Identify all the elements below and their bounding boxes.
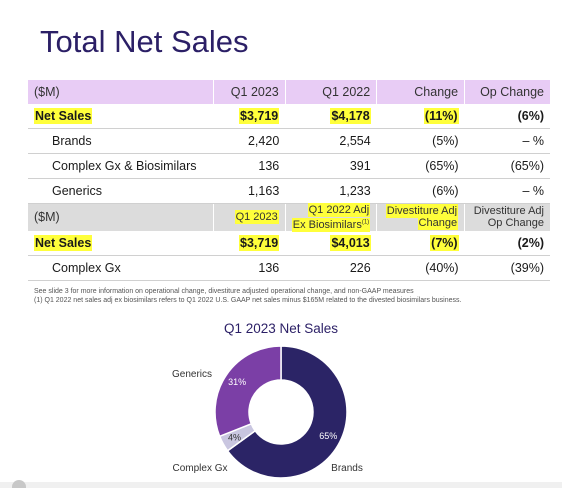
- cell-q1-2023: $3,719: [239, 108, 280, 124]
- scroll-handle[interactable]: [12, 480, 26, 488]
- cell-div-change: (7%): [430, 234, 459, 251]
- table-header-row: ($M) Q1 2023 Q1 2022 Change Op Change: [28, 80, 550, 104]
- subheader-q1-2023: Q1 2023: [234, 210, 279, 225]
- subheader-unit: ($M): [28, 203, 214, 231]
- cell-q1-2023: 1,163: [213, 178, 286, 204]
- cell-change: (5%): [376, 128, 465, 154]
- page-title: Total Net Sales: [40, 24, 249, 59]
- cell-op-change: – %: [464, 128, 550, 154]
- cell-change: (11%): [423, 108, 459, 124]
- table-row-brands: Brands 2,420 2,554 (5%) – %: [28, 128, 550, 154]
- cell-op-change: – %: [464, 178, 550, 204]
- cell-div-op-change: (2%): [464, 230, 550, 256]
- cell-q1-2022-adj: 226: [285, 255, 377, 281]
- cell-change: (6%): [376, 178, 465, 204]
- chart-title: Q1 2023 Net Sales: [223, 321, 339, 336]
- pie-slice-brands: [226, 345, 348, 479]
- footnotes: See slide 3 for more information on oper…: [34, 287, 461, 305]
- cell-div-op-change: (39%): [464, 255, 550, 281]
- cell-q1-2023: $3,719: [239, 234, 280, 251]
- table-row-net-sales-adj: Net Sales $3,719 $4,013 (7%) (2%): [28, 230, 550, 256]
- row-label: Generics: [28, 178, 214, 204]
- pie-value-label: 31%: [228, 377, 246, 387]
- pie-slice-generics: [214, 345, 282, 438]
- cell-q1-2023: 136: [213, 255, 286, 281]
- header-op-change: Op Change: [464, 80, 550, 104]
- cell-change: (65%): [376, 153, 465, 179]
- cell-q1-2022: $4,178: [330, 108, 371, 124]
- row-label: Net Sales: [34, 108, 93, 124]
- footnote-1: (1) Q1 2022 net sales adj ex biosimilars…: [34, 297, 462, 304]
- footnote-general: See slide 3 for more information on oper…: [34, 288, 414, 295]
- header-unit: ($M): [28, 80, 214, 104]
- net-sales-table: ($M) Q1 2023 Q1 2022 Change Op Change Ne…: [28, 80, 550, 281]
- header-change: Change: [376, 80, 466, 104]
- cell-q1-2022: 391: [285, 153, 377, 179]
- pie-value-label: 65%: [319, 431, 337, 441]
- cell-q1-2023: 136: [213, 153, 286, 179]
- cell-q1-2023: 2,420: [213, 128, 286, 154]
- cell-op-change: (6%): [464, 104, 550, 129]
- subheader-divestiture-op-change: Divestiture Adj Op Change: [464, 203, 550, 231]
- row-label: Complex Gx & Biosimilars: [28, 153, 214, 179]
- cell-q1-2022: 2,554: [285, 128, 377, 154]
- row-label: Net Sales: [34, 234, 93, 251]
- cell-div-change: (40%): [376, 255, 465, 281]
- row-label: Brands: [28, 128, 214, 154]
- pie-category-label: Brands: [331, 463, 363, 474]
- pie-value-label: 4%: [228, 433, 241, 443]
- bottom-scroll-area: [0, 482, 562, 488]
- table-row-complex-gx: Complex Gx 136 226 (40%) (39%): [28, 255, 550, 281]
- row-label: Complex Gx: [28, 255, 214, 281]
- pie-category-label: Complex Gx: [172, 463, 227, 474]
- subheader-q1-2022-adj: Q1 2022 Adj Ex Biosimilars(1): [285, 203, 378, 232]
- table-row-generics: Generics 1,163 1,233 (6%) – %: [28, 178, 550, 204]
- cell-q1-2022-adj: $4,013: [330, 234, 371, 251]
- header-q1-2023: Q1 2023: [213, 80, 286, 104]
- header-q1-2022: Q1 2022: [285, 80, 378, 104]
- pie-category-label: Generics: [172, 369, 212, 380]
- subheader-divestiture-change: Divestiture Adj Change: [376, 203, 466, 231]
- cell-op-change: (65%): [464, 153, 550, 179]
- table-row-net-sales: Net Sales $3,719 $4,178 (11%) (6%): [28, 104, 550, 129]
- table-subheader-row: ($M) Q1 2023 Q1 2022 Adj Ex Biosimilars(…: [28, 203, 550, 232]
- table-row-complex-gx-biosimilars: Complex Gx & Biosimilars 136 391 (65%) (…: [28, 153, 550, 179]
